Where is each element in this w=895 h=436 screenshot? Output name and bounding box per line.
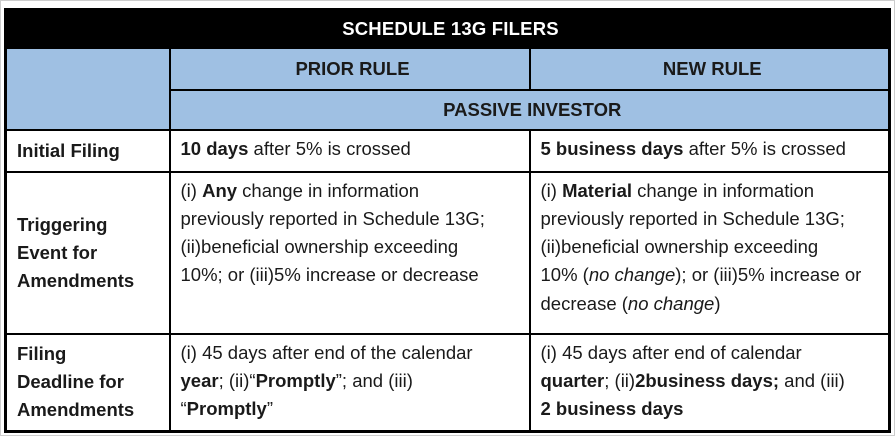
table-title: SCHEDULE 13G FILERS [4,8,891,50]
new-rule-cell-triggering-event: (i) Material change in information previ… [528,171,891,336]
title-row: SCHEDULE 13G FILERS [4,8,891,50]
new-rule-cell-initial-filing: 5 business days after 5% is crossed [528,129,891,174]
row-initial-filing: Initial Filing 10 days after 5% is cross… [4,129,891,174]
prior-rule-cell-initial-filing: 10 days after 5% is crossed [168,129,531,174]
new-rule-cell-filing-deadline: (i) 45 days after end of calendar quarte… [528,333,891,433]
subheader-passive-investor: PASSIVE INVESTOR [168,89,891,132]
row-label-initial-filing: Initial Filing [4,129,171,174]
row-label-filing-deadline: Filing Deadline for Amendments [4,333,171,433]
col-header-prior-rule: PRIOR RULE [168,47,531,92]
subheader-row: PASSIVE INVESTOR [6,89,891,132]
row-label-triggering-event: Triggering Event for Amendments [4,171,171,336]
prior-rule-cell-triggering-event: (i) Any change in information previously… [168,171,531,336]
schedule-13g-table: SCHEDULE 13G FILERS PRIOR RULE NEW RULE … [4,8,892,433]
row-filing-deadline: Filing Deadline for Amendments (i) 45 da… [4,333,891,433]
column-header-row: PRIOR RULE NEW RULE [4,47,891,132]
prior-rule-cell-filing-deadline: (i) 45 days after end of the calendar ye… [168,333,531,433]
col-header-new-rule: NEW RULE [528,47,891,92]
row-triggering-event: Triggering Event for Amendments (i) Any … [4,171,891,336]
corner-cell [4,47,171,132]
